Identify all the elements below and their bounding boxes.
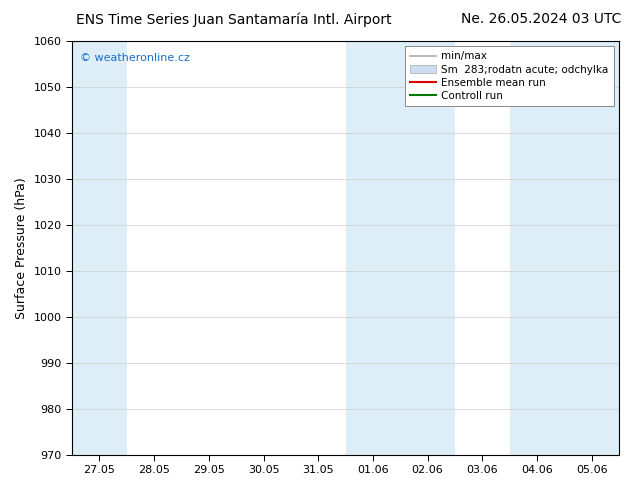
Legend: min/max, Sm  283;rodatn acute; odchylka, Ensemble mean run, Controll run: min/max, Sm 283;rodatn acute; odchylka, …	[405, 46, 614, 106]
Text: Ne. 26.05.2024 03 UTC: Ne. 26.05.2024 03 UTC	[461, 12, 621, 26]
Text: © weatheronline.cz: © weatheronline.cz	[81, 53, 190, 64]
Text: ENS Time Series Juan Santamaría Intl. Airport: ENS Time Series Juan Santamaría Intl. Ai…	[76, 12, 392, 27]
Bar	[72, 41, 127, 455]
Bar	[510, 41, 619, 455]
Bar	[346, 41, 455, 455]
Y-axis label: Surface Pressure (hPa): Surface Pressure (hPa)	[15, 177, 28, 319]
